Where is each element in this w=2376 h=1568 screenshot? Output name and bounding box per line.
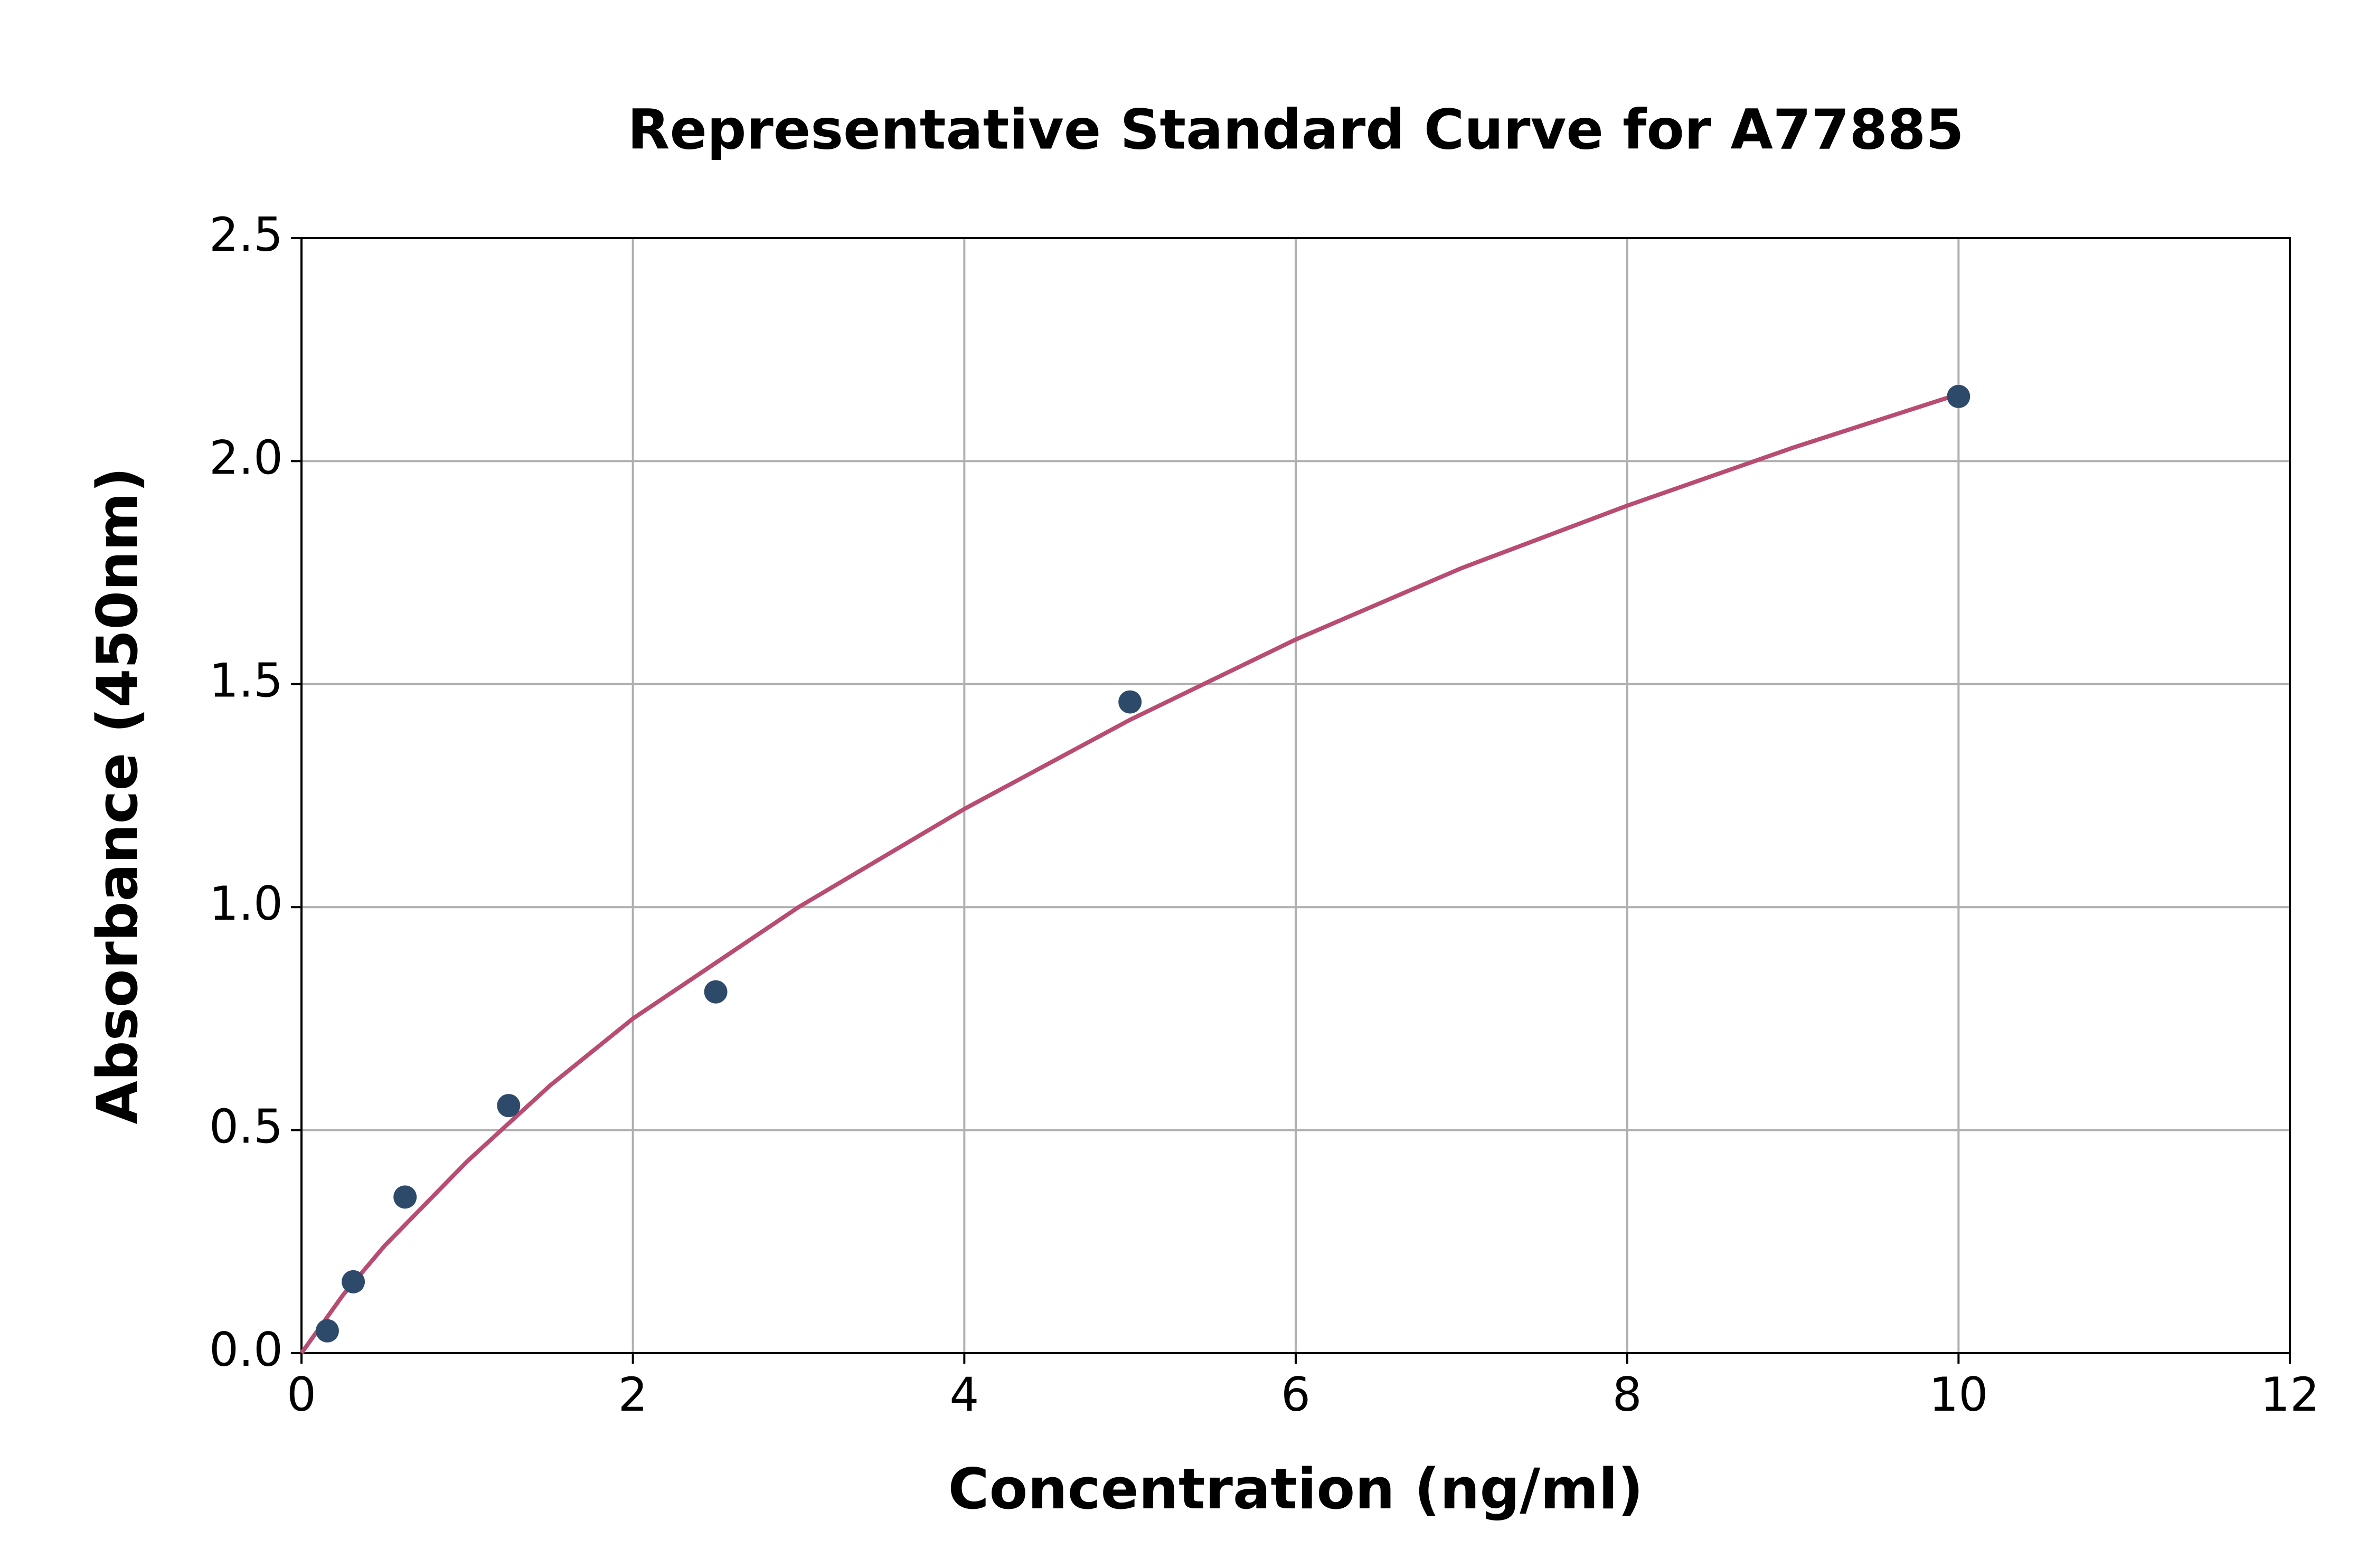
x-axis-label: Concentration (ng/ml) <box>948 1457 1644 1522</box>
y-tick-label: 2.5 <box>209 207 283 262</box>
y-axis-label: Absorbance (450nm) <box>85 467 150 1125</box>
data-point <box>315 1319 339 1343</box>
data-point <box>497 1094 521 1118</box>
y-tick-label: 1.0 <box>209 876 283 931</box>
data-point <box>342 1270 365 1293</box>
fit-curve <box>299 392 1959 1355</box>
y-tick-label: 0.0 <box>209 1323 283 1377</box>
data-point <box>1118 690 1142 714</box>
y-tick-label: 1.5 <box>209 654 283 708</box>
plot-frame <box>300 237 2291 1354</box>
data-point <box>393 1185 417 1209</box>
x-tick-label: 6 <box>1281 1367 1310 1422</box>
x-tick-label: 2 <box>618 1367 648 1422</box>
x-tick-label: 0 <box>287 1367 316 1422</box>
x-tick-label: 12 <box>2260 1367 2320 1422</box>
x-tick-label: 8 <box>1613 1367 1642 1422</box>
data-point <box>1947 384 1970 408</box>
y-tick-label: 2.0 <box>209 430 283 485</box>
x-tick-label: 4 <box>949 1367 979 1422</box>
chart-title: Representative Standard Curve for A77885 <box>627 97 1964 162</box>
x-tick-label: 10 <box>1929 1367 1988 1422</box>
data-point <box>704 980 728 1004</box>
y-tick-label: 0.5 <box>209 1100 283 1154</box>
